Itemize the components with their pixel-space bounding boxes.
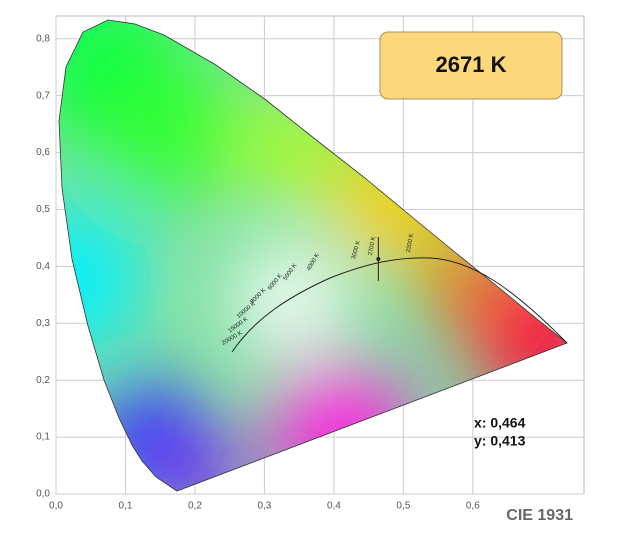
x-readout: x: 0,464 — [474, 415, 526, 431]
y-tick-label: 0,2 — [36, 375, 50, 386]
x-tick-label: 0,6 — [466, 501, 480, 512]
x-tick-label: 0,0 — [49, 501, 63, 512]
y-tick-label: 0,4 — [36, 261, 50, 272]
x-tick-label: 0,2 — [188, 501, 202, 512]
annotation: CIE 1931 — [506, 507, 573, 524]
x-tick-label: 0,1 — [119, 501, 133, 512]
y-tick-label: 0,1 — [36, 432, 50, 443]
y-tick-label: 0,3 — [36, 318, 50, 329]
title-box — [379, 31, 563, 100]
y-tick-label: 0,0 — [36, 489, 50, 500]
y-tick-label: 0,5 — [36, 204, 50, 215]
chart-title: 2671 K — [436, 52, 507, 77]
x-tick-label: 0,5 — [396, 501, 410, 512]
y-tick-label: 0,8 — [36, 33, 50, 44]
point — [376, 256, 381, 261]
spectral-locus — [58, 19, 568, 492]
x-tick-label: 0,3 — [257, 501, 271, 512]
cct-label: 2200 K — [406, 233, 415, 253]
y-tick-label: 0,7 — [36, 90, 50, 101]
cct-label: 2700 K — [368, 236, 377, 256]
y-tick-label: 0,6 — [36, 147, 50, 158]
cct-label: 3000 K — [351, 240, 362, 260]
y-readout: y: 0,413 — [474, 433, 526, 449]
x-tick-label: 0,4 — [327, 501, 341, 512]
planckian-locus — [231, 257, 568, 353]
